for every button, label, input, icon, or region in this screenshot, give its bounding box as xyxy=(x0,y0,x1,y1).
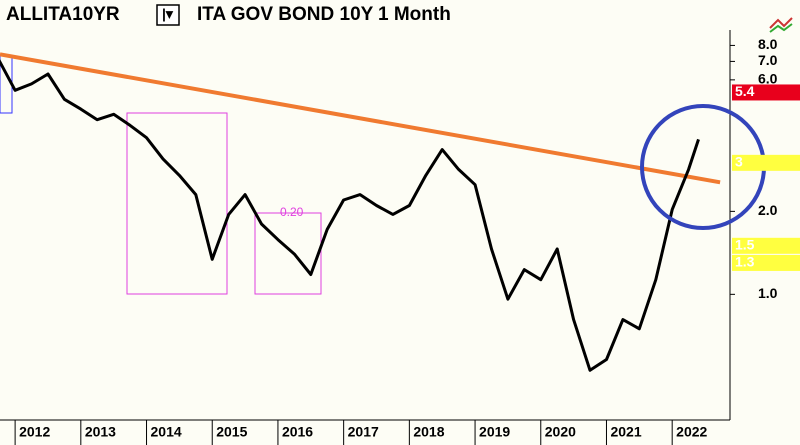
x-tick-label: 2016 xyxy=(282,424,313,440)
x-tick-label: 2015 xyxy=(216,424,247,440)
price-flag-label: 5.4 xyxy=(735,83,755,99)
price-flag xyxy=(732,84,800,101)
x-tick-label: 2021 xyxy=(610,424,641,440)
price-flag-label: 1.3 xyxy=(735,254,755,270)
study-box xyxy=(126,112,228,295)
period: 1 Month xyxy=(378,4,451,25)
toolbar-icon[interactable] xyxy=(769,17,793,33)
x-tick-label: 2017 xyxy=(348,424,379,440)
x-tick-label: 2012 xyxy=(19,424,50,440)
price-flag-label: 3 xyxy=(735,154,743,170)
trendline xyxy=(0,52,721,185)
x-tick-label: 2013 xyxy=(85,424,116,440)
x-tick-label: 2022 xyxy=(676,424,707,440)
y-tick-label: 7.0 xyxy=(758,52,778,68)
price-flag xyxy=(732,254,800,271)
y-tick-label: 6.0 xyxy=(758,71,778,87)
symbol-menu[interactable] xyxy=(156,4,180,26)
annotation: 0.20 xyxy=(280,205,304,219)
x-tick-label: 2018 xyxy=(413,424,444,440)
symbol: ALLITA10YR xyxy=(6,4,120,25)
y-tick-label: 2.0 xyxy=(758,202,778,218)
price-flag xyxy=(732,237,800,254)
x-tick-label: 2019 xyxy=(479,424,510,440)
price-flag-label: 1.5 xyxy=(735,237,755,253)
y-tick-label: 1.0 xyxy=(758,285,778,301)
study-box xyxy=(254,212,322,295)
price-flag xyxy=(732,154,800,171)
chart-title: ITA GOV BOND 10Y xyxy=(197,4,374,25)
y-tick-label: 8.0 xyxy=(758,36,778,52)
x-tick-label: 2014 xyxy=(151,424,182,440)
menu-glyph[interactable]: |▾ xyxy=(162,6,174,22)
price-line xyxy=(0,58,700,372)
x-tick-label: 2020 xyxy=(545,424,576,440)
